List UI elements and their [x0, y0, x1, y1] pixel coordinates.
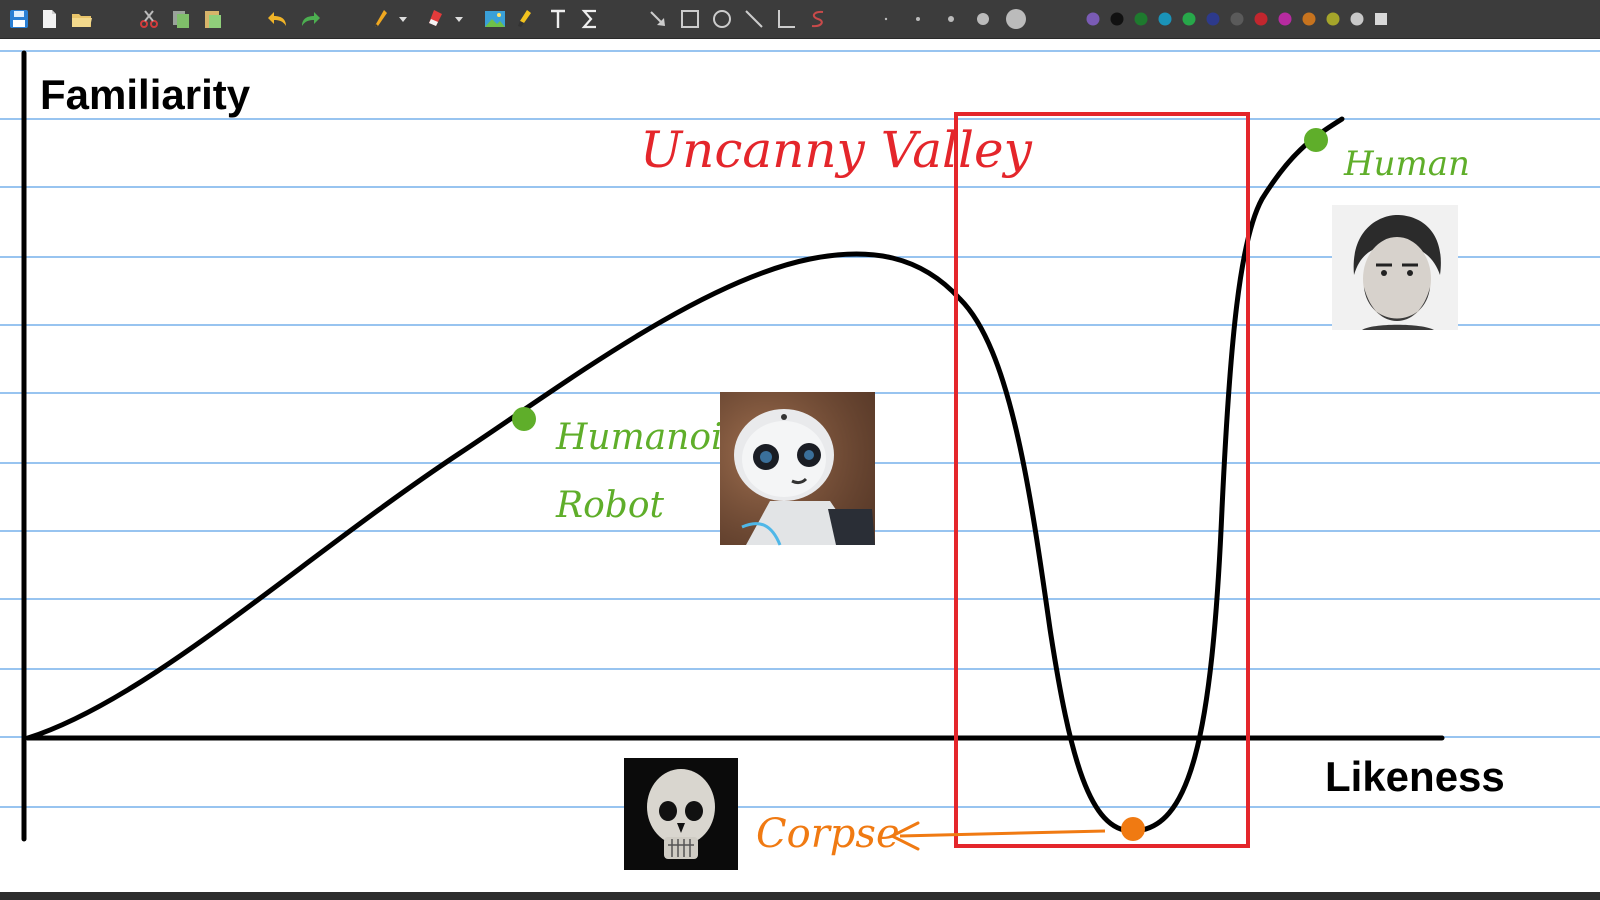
highlighter-icon[interactable] — [514, 0, 536, 38]
corpse-arrow — [899, 829, 1106, 838]
human-photo — [1332, 205, 1458, 330]
color-swatch[interactable] — [1204, 0, 1222, 38]
rectangle-icon[interactable] — [678, 0, 702, 38]
drawing-canvas[interactable]: Familiarity Likeness Uncanny Valley Huma… — [0, 39, 1600, 892]
canvas-drawing: Familiarity Likeness Uncanny Valley Huma… — [0, 50, 1600, 870]
pen-size-5[interactable] — [1004, 0, 1028, 38]
familiarity-curve — [25, 116, 1345, 834]
pen-size-2[interactable] — [912, 0, 924, 38]
human-point — [1304, 128, 1328, 152]
copy-icon[interactable] — [168, 0, 194, 38]
ellipse-icon[interactable] — [710, 0, 734, 38]
color-swatch[interactable] — [1084, 0, 1102, 38]
skull-photo — [624, 758, 738, 870]
paste-icon[interactable] — [200, 0, 226, 38]
color-swatch[interactable] — [1324, 0, 1342, 38]
image-icon[interactable] — [482, 0, 508, 38]
uncanny-valley-box — [954, 112, 1250, 848]
status-bar — [0, 892, 1600, 900]
spline-icon[interactable] — [806, 0, 830, 38]
human-label: Human — [1343, 144, 1470, 184]
line-icon[interactable] — [742, 0, 766, 38]
color-swatch[interactable] — [1276, 0, 1294, 38]
humanoid-robot-point — [512, 407, 536, 431]
undo-icon[interactable] — [264, 0, 292, 38]
x-axis-label: Likeness — [1325, 753, 1505, 800]
color-swatch[interactable] — [1252, 0, 1270, 38]
color-swatch[interactable] — [1348, 0, 1366, 38]
y-axis-label: Familiarity — [40, 71, 251, 118]
pen-size-3[interactable] — [944, 0, 958, 38]
pen-size-1[interactable] — [880, 0, 892, 38]
redo-icon[interactable] — [296, 0, 324, 38]
humanoid-label-line2: Robot — [555, 485, 664, 526]
corpse-arrowhead — [888, 821, 920, 851]
arrow-icon[interactable] — [646, 0, 670, 38]
toolbar — [0, 0, 1600, 39]
eraser-icon[interactable] — [424, 0, 448, 38]
axis-icon[interactable] — [774, 0, 798, 38]
color-swatch[interactable] — [1228, 0, 1246, 38]
color-swatch[interactable] — [1180, 0, 1198, 38]
humanoid-label-line1: Humanoid — [555, 417, 746, 458]
corpse-label: Corpse — [756, 811, 900, 857]
pen-size-4[interactable] — [974, 0, 992, 38]
color-swatch[interactable] — [1132, 0, 1150, 38]
pen-dropdown-icon[interactable] — [396, 0, 410, 38]
humanoid-robot-photo — [720, 392, 875, 546]
corpse-point — [1121, 817, 1145, 841]
save-icon[interactable] — [6, 0, 32, 38]
color-swatch[interactable] — [1300, 0, 1318, 38]
pen-icon[interactable] — [370, 0, 392, 38]
eraser-dropdown-icon[interactable] — [452, 0, 466, 38]
open-folder-icon[interactable] — [68, 0, 96, 38]
color-swatch[interactable] — [1372, 0, 1390, 38]
math-icon[interactable] — [578, 0, 602, 38]
new-page-icon[interactable] — [36, 0, 62, 38]
text-icon[interactable] — [546, 0, 570, 38]
cut-icon[interactable] — [136, 0, 162, 38]
color-swatch[interactable] — [1108, 0, 1126, 38]
uncanny-valley-label: Uncanny Valley — [640, 121, 1033, 179]
color-swatch[interactable] — [1156, 0, 1174, 38]
